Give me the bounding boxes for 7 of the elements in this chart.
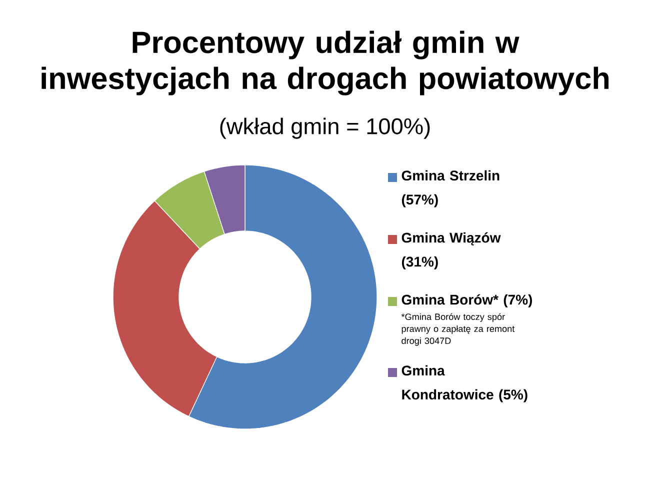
legend-label: Gmina Kondratowice (5%) xyxy=(402,365,528,402)
chart-title: Procentowy udział gmin w inwestycjach na drogach powiatowych xyxy=(42,30,609,96)
text: *Gmina Borów toczy spór prawny o zapłatę za remont drogi 3047D xyxy=(401,313,515,346)
legend-label: Gmina Strzelin (57%) xyxy=(402,170,500,208)
chart-subtitle: (wkład gmin = 100%) xyxy=(220,118,430,139)
legend-label: Gmina Wiązów (31%) xyxy=(402,232,501,270)
legend-label: Gmina Borów* (7%) xyxy=(402,294,532,308)
